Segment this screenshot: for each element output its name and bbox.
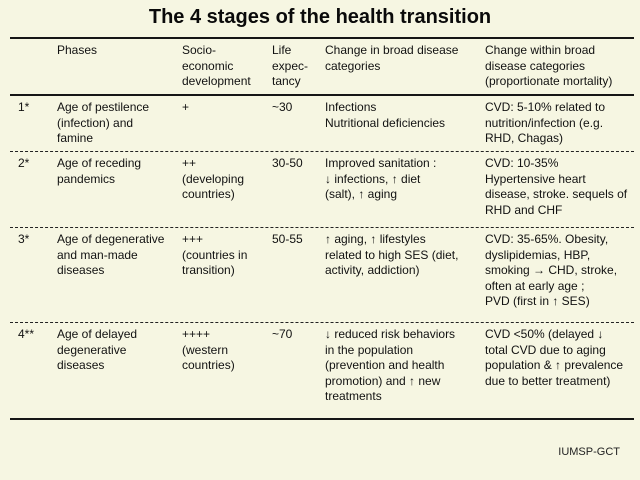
table-row: 3* Age of degenerative and man-made dise…	[10, 228, 634, 323]
cell-socio-development: +++ (countries in transition)	[182, 232, 248, 278]
cell-stage: 3*	[18, 232, 30, 246]
header-disease-broad: Change in broad disease categories	[325, 43, 459, 73]
cell-disease-broad: Improved sanitation : ↓ infections, ↑ di…	[325, 156, 437, 202]
cell-phase: Age of delayed degenerative diseases	[57, 327, 138, 373]
table-header-row: Phases Socio- economic development Life …	[10, 39, 634, 96]
stage-table: Phases Socio- economic development Life …	[10, 37, 634, 420]
cell-life-expectancy: ~30	[272, 100, 293, 114]
cell-disease-within: CVD: 10-35% Hypertensive heart disease, …	[485, 156, 628, 217]
table-row: 1* Age of pestilence (infection) and fam…	[10, 96, 634, 152]
cell-life-expectancy: ~70	[272, 327, 293, 341]
cell-life-expectancy: 30-50	[272, 156, 303, 170]
cell-phase: Age of degenerative and man-made disease…	[57, 232, 165, 278]
cell-disease-within: CVD: 5-10% related to nutrition/infectio…	[485, 100, 606, 146]
cell-life-expectancy: 50-55	[272, 232, 303, 246]
cell-socio-development: ++++ (western countries)	[182, 327, 235, 373]
cell-stage: 4**	[18, 327, 35, 341]
header-socio-development: Socio- economic development	[182, 43, 251, 89]
header-stage	[10, 39, 57, 94]
cell-disease-broad: Infections Nutritional deficiencies	[325, 100, 446, 130]
header-phases: Phases	[57, 43, 98, 57]
cell-phase: Age of receding pandemics	[57, 156, 142, 186]
cell-disease-within: CVD <50% (delayed ↓ total CVD due to agi…	[485, 327, 624, 388]
footer-credit: IUMSP-GCT	[558, 446, 620, 458]
header-life-expectancy: Life expec- tancy	[272, 43, 309, 89]
cell-disease-within: CVD: 35-65%. Obesity, dyslipidemias, HBP…	[485, 232, 618, 309]
cell-disease-broad: ↑ aging, ↑ lifestyles related to high SE…	[325, 232, 459, 278]
page-title: The 4 stages of the health transition	[148, 6, 492, 28]
table-row: 2* Age of receding pandemics ++ (develop…	[10, 152, 634, 228]
cell-phase: Age of pestilence (infection) and famine	[57, 100, 150, 146]
header-disease-within: Change within broad disease categories (…	[485, 43, 613, 89]
cell-socio-development: +	[182, 100, 190, 114]
table-row: 4** Age of delayed degenerative diseases…	[10, 323, 634, 420]
cell-stage: 1*	[18, 100, 30, 114]
cell-stage: 2*	[18, 156, 30, 170]
cell-disease-broad: ↓ reduced risk behaviors in the populati…	[325, 327, 456, 404]
cell-socio-development: ++ (developing countries)	[182, 156, 245, 202]
